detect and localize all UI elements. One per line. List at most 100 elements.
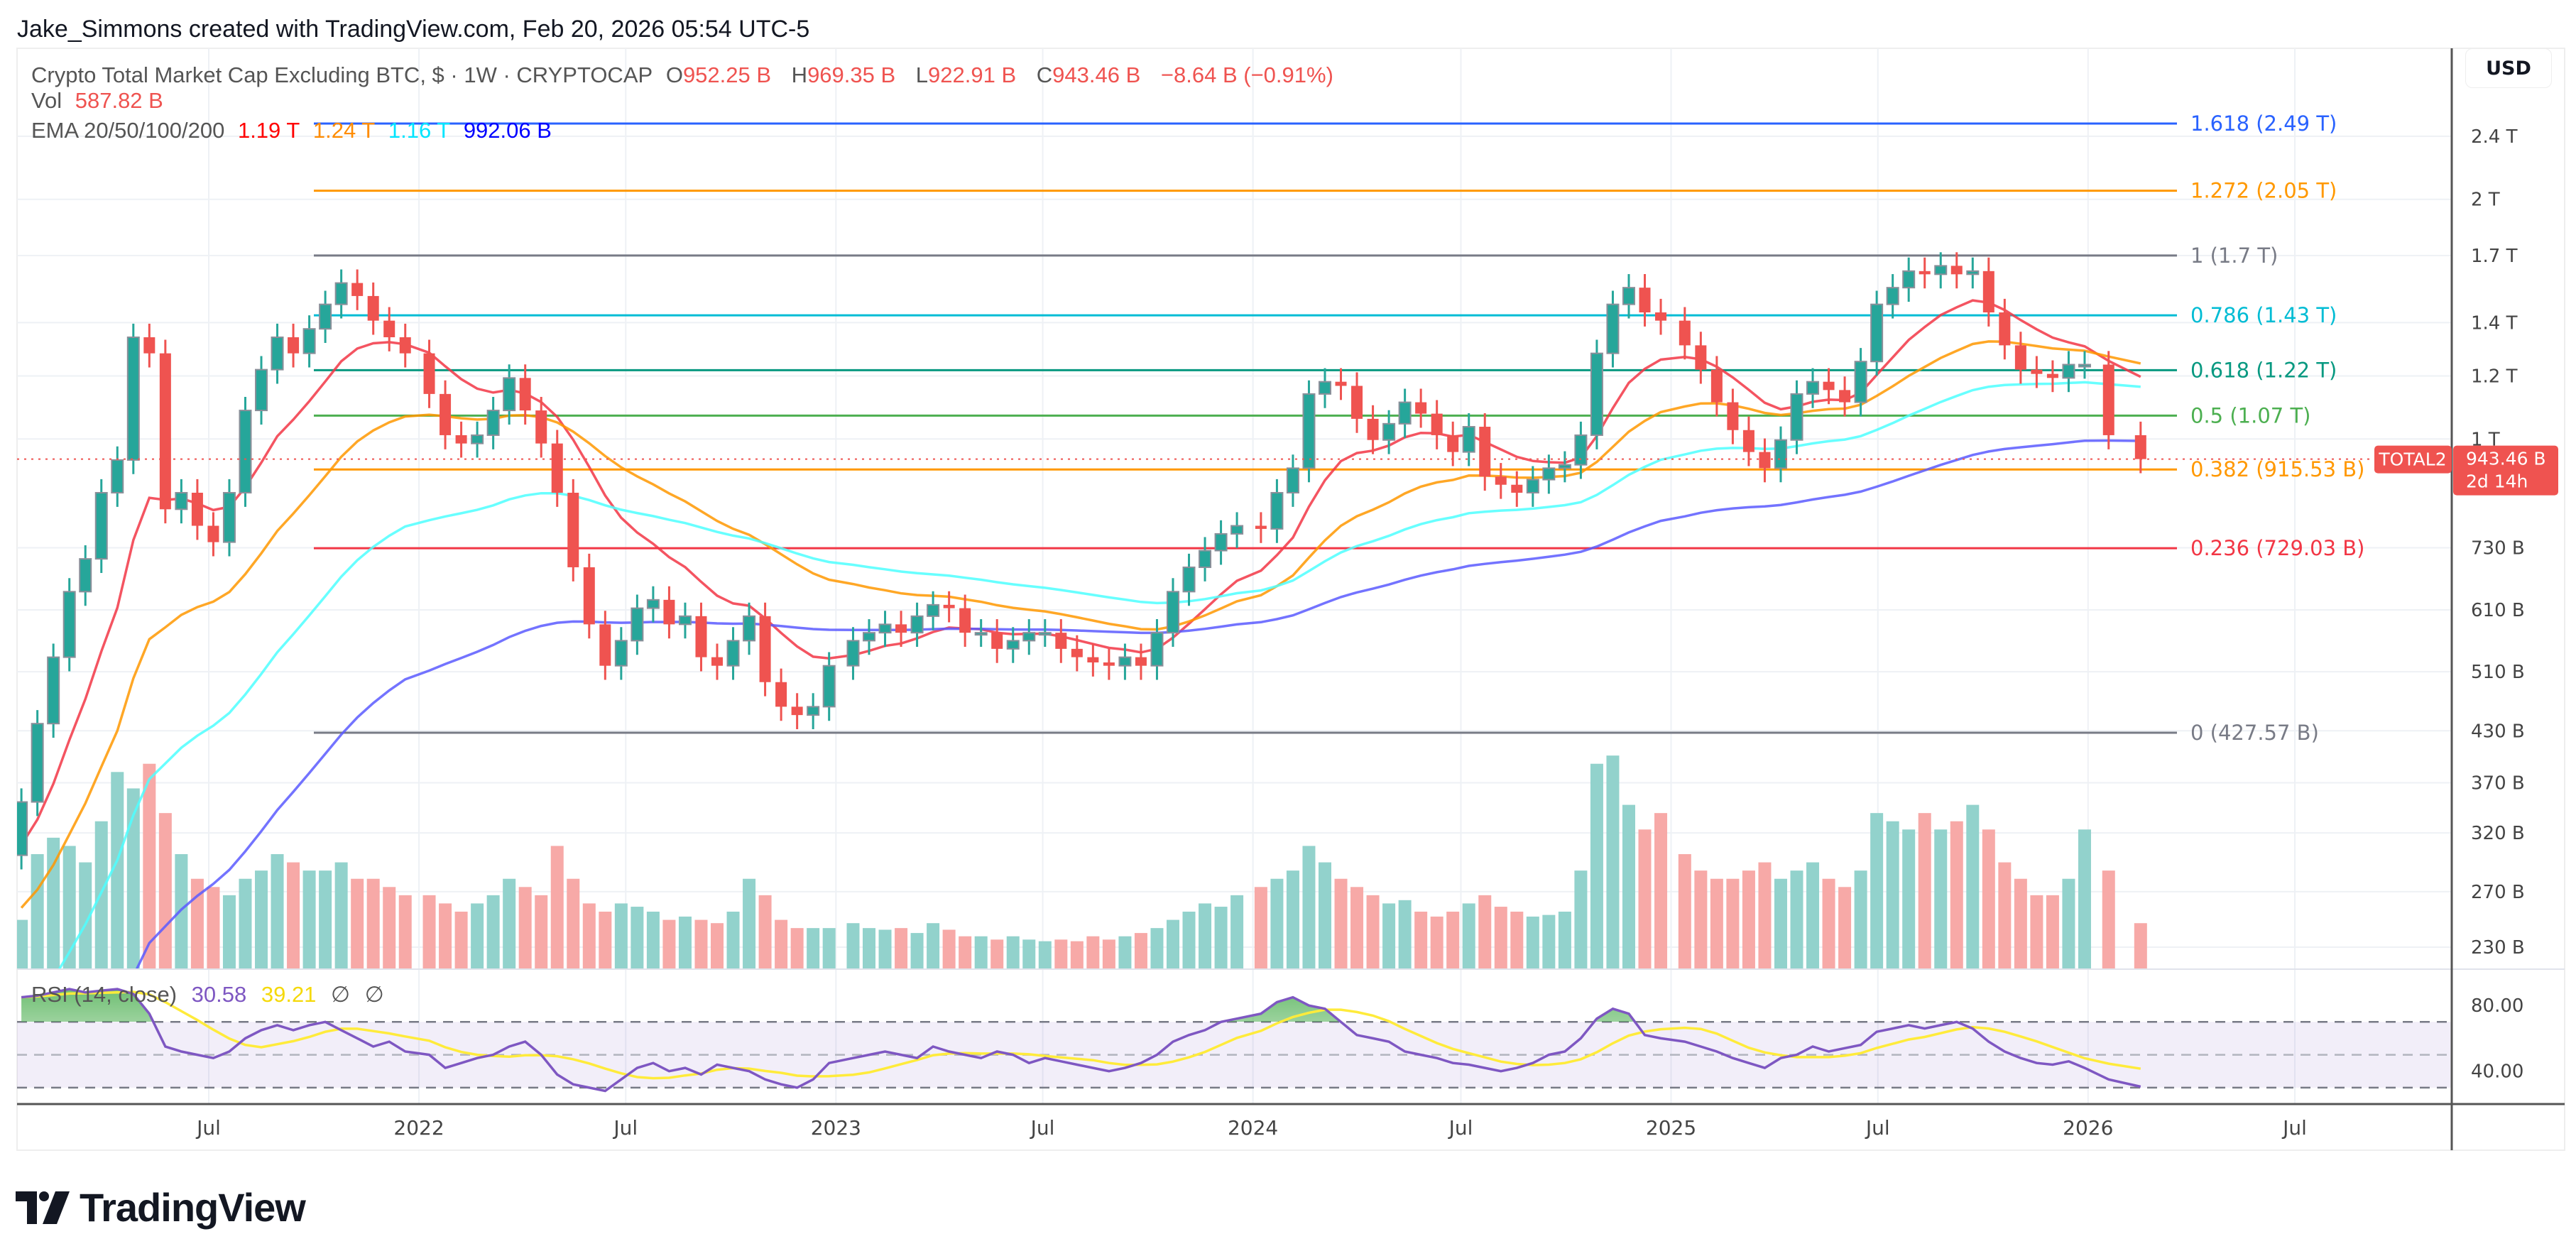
candle-up [1038, 632, 1052, 636]
fib-level-label: 0 (427.57 B) [2190, 721, 2319, 745]
candle-up [614, 640, 628, 667]
volume-bar [1774, 878, 1787, 969]
chart-frame [16, 48, 2565, 1151]
volume-bar [1742, 870, 1755, 969]
price-tick-label: 430 B [2471, 721, 2525, 742]
candle-down [383, 320, 395, 338]
volume-legend[interactable]: Vol 587.82 B [31, 88, 170, 114]
time-axis[interactable]: Jul 2022 Jul 2023 Jul 2024 Jul 2025 Jul 2026 Jul [195, 1116, 2307, 1140]
ema20-value: 1.19 T [237, 118, 300, 143]
price-tags: TOTAL2 943.46 B 2d 14h [2374, 445, 2558, 496]
volume-bar [942, 929, 956, 969]
volume-bar [1182, 912, 1196, 969]
candle-up [486, 410, 500, 436]
volume-bar [807, 928, 820, 969]
candle-up [94, 491, 108, 560]
low-value: 922.91 B [928, 62, 1017, 87]
volume-bar [319, 870, 332, 969]
volume-bar [1694, 870, 1708, 969]
volume-bar [1494, 907, 1507, 969]
candle-down [583, 567, 595, 625]
volume-bar [2046, 895, 2059, 969]
volume-bar [1838, 887, 1852, 969]
fib-retracement[interactable]: 1.618 (2.49 T) 1.272 (2.05 T) 1 (1.7 T) 0.7… [314, 111, 2364, 745]
rsi-axis[interactable]: 80.00 40.00 [2471, 995, 2523, 1083]
ema-legend[interactable]: EMA 20/50/100/200 1.19 T 1.24 T 1.16 T 9… [31, 118, 559, 143]
open-label: O [665, 62, 683, 87]
volume-bar [758, 895, 772, 969]
volume-bar [1462, 903, 1475, 969]
volume-bar [1758, 862, 1772, 969]
volume-bar [846, 923, 860, 969]
candle-up [1382, 422, 1396, 441]
rsi-na-2: ∅ [364, 982, 384, 1007]
candle-up [334, 282, 348, 305]
candle-down [367, 295, 379, 321]
fib-level-label: 1.272 (2.05 T) [2190, 179, 2337, 203]
volume-bar [126, 788, 140, 969]
ticker-tag-label: TOTAL2 [2378, 449, 2446, 470]
volume-bar [1070, 941, 1084, 969]
candle-down [1950, 266, 1963, 275]
candle-up [503, 377, 516, 412]
volume-bar [287, 862, 300, 969]
volume-bar [1478, 895, 1492, 969]
tradingview-logo-text: TradingView [80, 1185, 306, 1230]
price-tick-label: 2.4 T [2471, 126, 2518, 148]
volume-bar [895, 928, 908, 969]
candle-down [1823, 381, 1835, 391]
volume-bar [398, 895, 412, 969]
volume-bar [614, 903, 628, 969]
volume-bar [471, 903, 484, 969]
candle-down [1919, 271, 1931, 275]
fib-level-label: 1.618 (2.49 T) [2190, 111, 2337, 136]
low-label: L [915, 62, 929, 87]
volume-bar [1934, 829, 1948, 969]
candle-up [1606, 303, 1620, 354]
candle-down [551, 443, 563, 493]
volume-bar [662, 919, 676, 969]
volume-bar [1118, 936, 1132, 969]
candle-down [423, 353, 435, 394]
candle-up [126, 337, 140, 461]
volume-bar [255, 870, 268, 969]
currency-button[interactable]: USD [2465, 48, 2552, 88]
symbol-legend[interactable]: Crypto Total Market Cap Excluding BTC, $… [31, 62, 1341, 88]
candle-up [1870, 303, 1884, 363]
rsi-line [21, 988, 2141, 1093]
rsi-value: 30.58 [191, 982, 247, 1007]
volume-bar [158, 813, 172, 969]
ema-lines [20, 299, 2141, 969]
candle-up [1542, 467, 1556, 481]
volume-bar [1230, 895, 1244, 969]
candle-up [1526, 479, 1539, 493]
candle-up [807, 706, 820, 716]
candle-up [1774, 439, 1787, 469]
fib-level-label: 0.618 (1.22 T) [2190, 358, 2337, 382]
volume-bar [1414, 912, 1428, 969]
candle-up [1199, 550, 1212, 568]
candle-up [743, 615, 756, 642]
candle-down [1055, 633, 1067, 649]
volume-bar [1558, 912, 1571, 969]
price-tick-label: 270 B [2471, 882, 2525, 903]
volume-bar [927, 923, 940, 969]
candle-down [663, 599, 675, 625]
candle-up [111, 459, 124, 493]
volume-bar [775, 919, 788, 969]
fib-level-label: 0.5 (1.07 T) [2190, 403, 2310, 427]
tradingview-logo[interactable]: TradingView [16, 1184, 306, 1230]
volume-bar [439, 903, 452, 969]
candle-down [599, 624, 611, 666]
candle-down [1103, 662, 1115, 666]
rsi-legend[interactable]: RSI (14, close) 30.58 39.21 ∅ ∅ [31, 982, 393, 1007]
volume-bar [366, 878, 380, 969]
open-value: 952.25 B [682, 62, 772, 87]
symbol-title[interactable]: Crypto Total Market Cap Excluding BTC, $… [31, 62, 653, 87]
candle-up [1270, 491, 1284, 530]
rsi-pane [17, 988, 2452, 1093]
candle-up [822, 665, 836, 708]
candle-down [1335, 381, 1347, 386]
